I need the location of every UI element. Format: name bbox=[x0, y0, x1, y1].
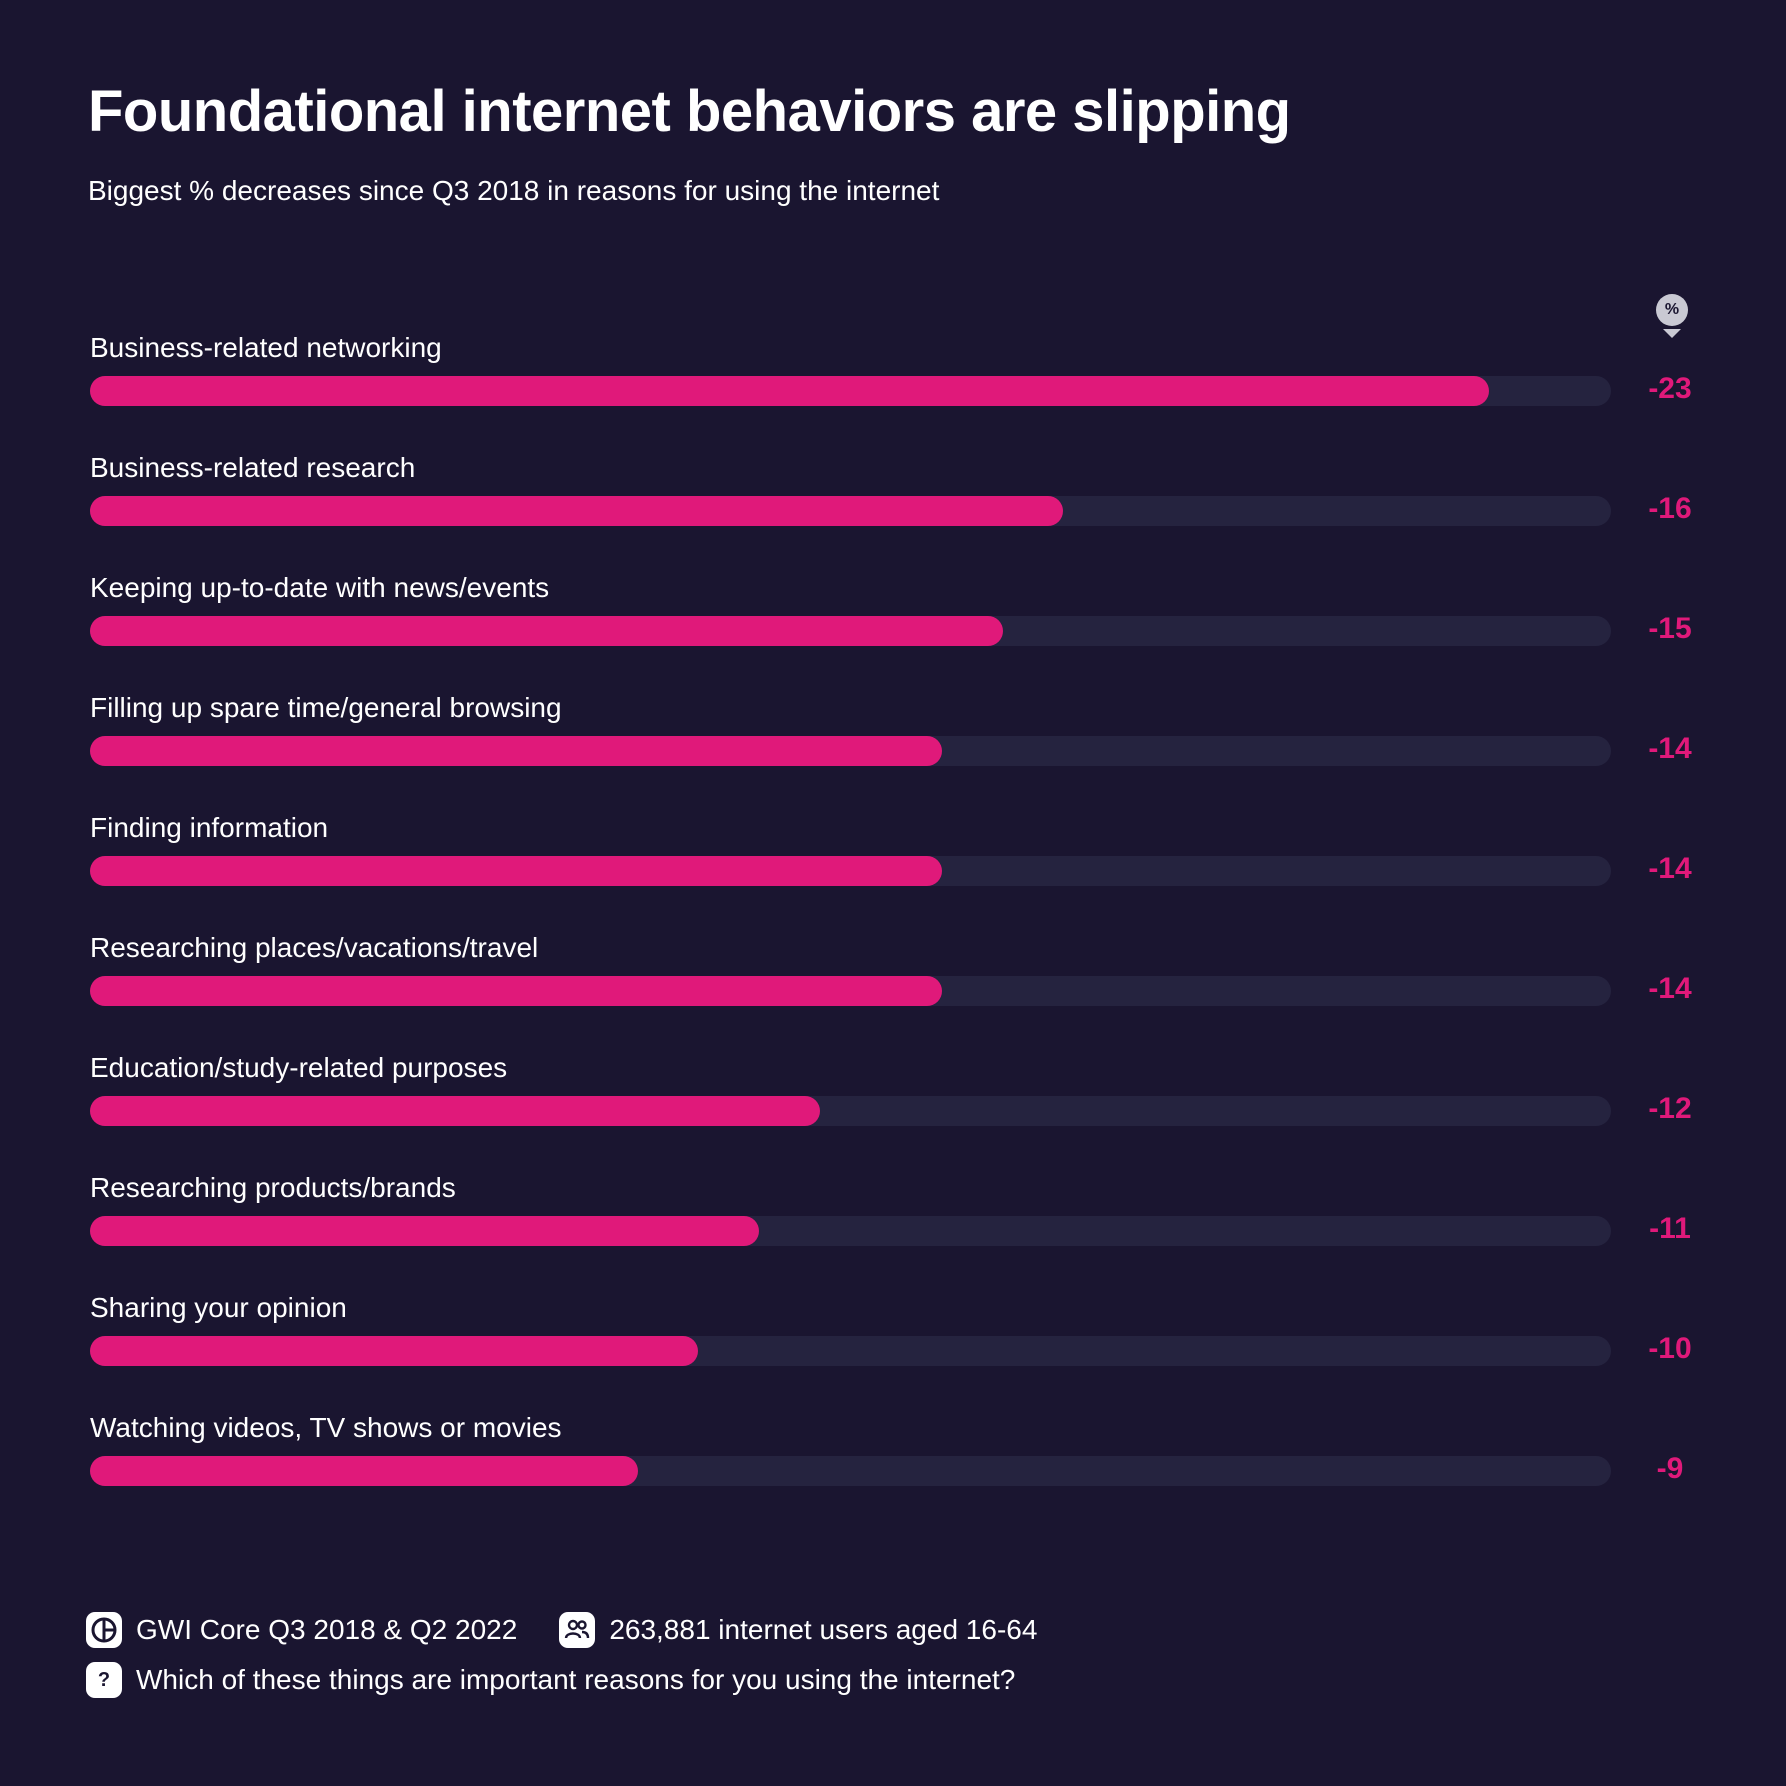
bar bbox=[90, 496, 1064, 526]
bar-value-label: -23 bbox=[1648, 372, 1692, 405]
bar-value-label: -14 bbox=[1648, 852, 1692, 885]
bar-label: Keeping up-to-date with news/events bbox=[90, 572, 550, 603]
chart-title: Foundational internet behaviors are slip… bbox=[88, 79, 1291, 144]
bar-value-label: -14 bbox=[1648, 732, 1692, 765]
bar bbox=[90, 616, 1003, 646]
bar-value-label: -9 bbox=[1656, 1452, 1684, 1485]
bar-value-label: -15 bbox=[1648, 612, 1692, 645]
bar-label: Researching products/brands bbox=[90, 1172, 456, 1203]
bar-value-label: -12 bbox=[1648, 1092, 1692, 1125]
bar-label: Education/study-related purposes bbox=[90, 1052, 508, 1083]
footer-question: Which of these things are important reas… bbox=[136, 1664, 1016, 1695]
bar bbox=[90, 376, 1490, 406]
bar-label: Researching places/vacations/travel bbox=[90, 932, 539, 963]
question-glyph: ? bbox=[97, 1668, 111, 1691]
bar-chart: Business-related networking -23 Business-r… bbox=[90, 332, 1692, 1486]
bar bbox=[90, 856, 942, 886]
percent-unit-badge: % bbox=[1656, 294, 1688, 326]
bar bbox=[90, 1216, 760, 1246]
bar-label: Watching videos, TV shows or movies bbox=[90, 1412, 562, 1443]
footer-source-row: GWI Core Q3 2018 & Q2 2022 263,881 inter… bbox=[86, 1612, 1079, 1648]
bar-value-label: -14 bbox=[1648, 972, 1692, 1005]
bar bbox=[90, 976, 942, 1006]
bar bbox=[90, 1336, 699, 1366]
bar bbox=[90, 1096, 821, 1126]
bar-label: Sharing your opinion bbox=[90, 1292, 347, 1323]
gwi-logo-icon bbox=[86, 1612, 122, 1648]
bar-label: Business-related research bbox=[90, 452, 416, 483]
bar-label: Finding information bbox=[90, 812, 329, 843]
bar-label: Filling up spare time/general browsing bbox=[90, 692, 562, 723]
chart-subtitle: Biggest % decreases since Q3 2018 in rea… bbox=[88, 175, 940, 206]
bar-value-label: -16 bbox=[1648, 492, 1692, 525]
bar bbox=[90, 736, 942, 766]
footer-sample: 263,881 internet users aged 16-64 bbox=[609, 1614, 1038, 1645]
bar bbox=[90, 1456, 638, 1486]
users-icon bbox=[559, 1612, 596, 1648]
bar-label: Business-related networking bbox=[90, 332, 442, 363]
bar-value-label: -10 bbox=[1648, 1332, 1692, 1365]
footer-question-row: ? Which of these things are important re… bbox=[86, 1662, 1015, 1698]
footer-source: GWI Core Q3 2018 & Q2 2022 bbox=[136, 1614, 518, 1645]
unit-badge-arrow-icon bbox=[1663, 329, 1681, 338]
bar-value-label: -11 bbox=[1649, 1212, 1691, 1245]
question-icon: ? bbox=[86, 1662, 122, 1698]
